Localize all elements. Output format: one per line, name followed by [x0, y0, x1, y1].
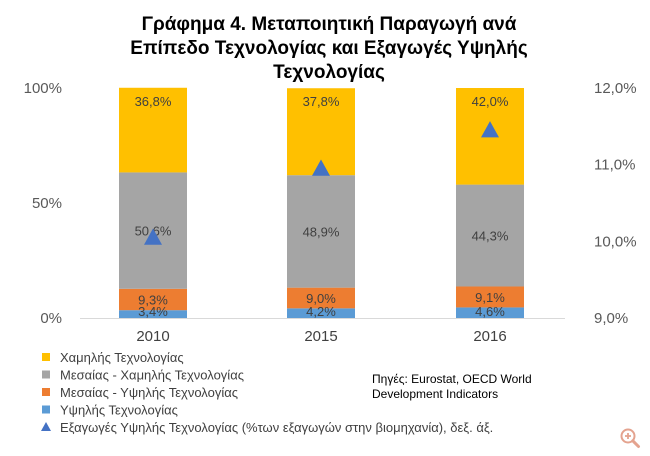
legend-marker-triangle	[41, 422, 51, 431]
bar-2010-series-1	[119, 310, 187, 318]
bar-2016-series-3	[456, 184, 524, 287]
marker-2015	[312, 159, 330, 176]
chart-title-line-2: Επίπεδο Τεχνολογίας και Εξαγωγές Υψηλής	[130, 38, 528, 59]
marker-2010	[144, 228, 162, 245]
legend-label-1: Χαμηλής Τεχνολογίας	[60, 350, 184, 365]
data-label-2010-series-1: 3,4%	[138, 304, 168, 319]
data-label-2016-series-2: 9,1%	[475, 290, 505, 305]
legend-label-4: Υψηλής Τεχνολογίας	[60, 403, 178, 418]
chart-axes: 0% 50% 100% 9,0% 10,0% 11,0% 12,0% 2010 2015 2016	[24, 80, 637, 345]
data-label-2016-series-1: 4,6%	[475, 304, 505, 319]
bar-2016-series-2	[456, 286, 524, 308]
y-right-tick-label: 10,0%	[594, 233, 637, 250]
legend-swatch-2	[42, 370, 50, 379]
source-line-2: Development Indicators	[372, 387, 498, 401]
data-label-2015-series-4: 37,8%	[303, 94, 340, 109]
data-label-2015-series-1: 4,2%	[306, 304, 336, 319]
bar-2010-series-4	[119, 87, 187, 173]
legend-swatch-1	[42, 353, 50, 361]
chart-title-line-3: Τεχνολογίας	[273, 62, 385, 83]
source-line-1: Πηγές: Eurostat, OECD World	[372, 372, 532, 386]
chart-bars	[119, 87, 524, 318]
data-label-2010-series-4: 36,8%	[135, 94, 172, 109]
x-tick-label-2015: 2015	[304, 328, 337, 345]
legend-swatch-4	[42, 405, 50, 414]
bar-2015-series-1	[287, 308, 355, 318]
y-right-tick-label: 12,0%	[594, 80, 637, 97]
x-tick-label-2016: 2016	[473, 328, 506, 345]
y-right-tick-label: 11,0%	[594, 157, 635, 174]
chart-title-line-1: Γράφημα 4. Μεταποιητική Παραγωγή ανά	[142, 14, 517, 35]
data-label-2016-series-3: 44,3%	[472, 229, 509, 244]
y-left-tick-label: 100%	[24, 80, 62, 97]
legend-label-3: Μεσαίας - Υψηλής Τεχνολογίας	[60, 385, 238, 400]
chart-data-labels: 3,4%9,3%50,6%36,8%4,2%9,0%48,9%37,8%4,6%…	[135, 94, 509, 319]
y-left-tick-label: 0%	[40, 310, 62, 327]
chart-legend: Χαμηλής Τεχνολογίας Μεσαίας - Χαμηλής Τεχ…	[41, 350, 493, 435]
data-label-2015-series-3: 48,9%	[303, 224, 340, 239]
legend-label-5: Εξαγωγές Υψηλής Τεχνολογίας (%των εξαγωγ…	[60, 420, 493, 435]
y-left-tick-label: 50%	[32, 195, 62, 212]
legend-swatch-3	[42, 388, 50, 396]
x-tick-label-2010: 2010	[136, 328, 169, 345]
chart-title: Γράφημα 4. Μεταποιητική Παραγωγή ανά Επίπ…	[130, 14, 528, 83]
chart-markers	[144, 121, 499, 245]
data-label-2016-series-4: 42,0%	[472, 94, 509, 109]
bar-2010-series-2	[119, 288, 187, 311]
zoom-in-icon[interactable]	[619, 427, 641, 449]
bar-2015-series-3	[287, 175, 355, 288]
bar-2016-series-1	[456, 307, 524, 318]
data-label-2015-series-2: 9,0%	[306, 291, 336, 306]
y-right-tick-label: 9,0%	[594, 310, 628, 327]
data-label-2010-series-2: 9,3%	[138, 292, 168, 307]
marker-2016	[481, 121, 499, 138]
bar-2015-series-2	[287, 287, 355, 309]
legend-label-2: Μεσαίας - Χαμηλής Τεχνολογίας	[60, 368, 244, 383]
